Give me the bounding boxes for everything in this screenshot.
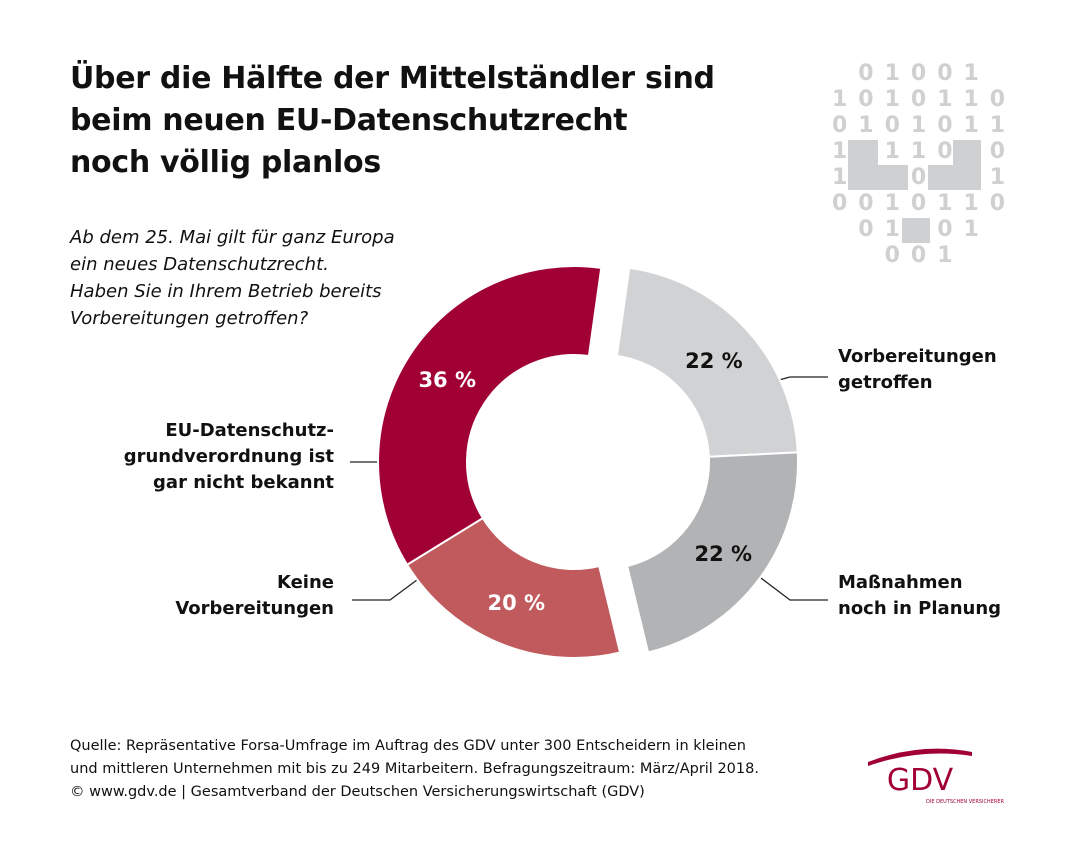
digit: 0 xyxy=(990,139,1005,164)
category-line: EU-Datenschutz- xyxy=(165,420,334,441)
digit: 1 xyxy=(964,87,979,112)
subtitle: Ab dem 25. Mai gilt für ganz Europa ein … xyxy=(70,227,395,329)
box xyxy=(928,165,981,190)
category-line: Keine xyxy=(277,572,334,593)
digit: 1 xyxy=(937,87,952,112)
digit: 1 xyxy=(937,191,952,216)
digit: 0 xyxy=(885,243,900,268)
value-label: 22 % xyxy=(695,542,753,566)
category-line: getroffen xyxy=(838,372,933,393)
title: Über die Hälfte der Mittelständler sind … xyxy=(70,61,715,180)
digit: 1 xyxy=(964,217,979,242)
digit: 1 xyxy=(885,139,900,164)
decoration-row: 1 0 1 xyxy=(832,165,1005,190)
digit: 0 xyxy=(832,113,847,138)
digit: 1 xyxy=(885,191,900,216)
logo-arc xyxy=(868,748,972,766)
digit: 0 xyxy=(937,113,952,138)
digit: 0 xyxy=(937,61,952,86)
leader-line xyxy=(352,573,426,601)
value-label: 22 % xyxy=(685,349,743,373)
category-line: noch in Planung xyxy=(838,598,1001,619)
digit: 1 xyxy=(885,217,900,242)
donut-segment xyxy=(615,266,799,458)
digit: 0 xyxy=(858,61,873,86)
digit: 0 xyxy=(911,87,926,112)
digit: 0 xyxy=(937,139,952,164)
digit: 1 xyxy=(832,87,847,112)
category-line: grundverordnung ist xyxy=(124,446,335,467)
box xyxy=(902,218,930,243)
digit: 1 xyxy=(990,165,1005,190)
digit: 0 xyxy=(937,217,952,242)
digit: 1 xyxy=(832,139,847,164)
digit: 1 xyxy=(911,139,926,164)
category-line: gar nicht bekannt xyxy=(153,472,334,493)
digit: 0 xyxy=(990,87,1005,112)
digit: 0 xyxy=(832,191,847,216)
decoration-boxes xyxy=(848,140,981,243)
donut-segment xyxy=(625,451,799,654)
digit: 1 xyxy=(832,165,847,190)
digit: 0 xyxy=(911,243,926,268)
digit: 1 xyxy=(964,191,979,216)
digit: 1 xyxy=(937,243,952,268)
category-label: Keine Vorbereitungen xyxy=(175,572,334,619)
logo: GDV xyxy=(887,763,954,798)
digit: 1 xyxy=(885,87,900,112)
digit: 0 xyxy=(858,217,873,242)
category-line: Vorbereitungen xyxy=(838,346,997,367)
category-label: EU-Datenschutz-grundverordnung ist gar ni… xyxy=(124,420,335,493)
digit: 0 xyxy=(911,61,926,86)
category-line: Vorbereitungen xyxy=(175,598,334,619)
digit: 1 xyxy=(964,61,979,86)
digit: 0 xyxy=(990,191,1005,216)
category-label: Vorbereitungen getroffen xyxy=(838,346,997,393)
digit: 0 xyxy=(885,113,900,138)
category-label: Maßnahmen noch in Planung xyxy=(838,572,1001,619)
digit: 0 xyxy=(911,191,926,216)
value-label: 36 % xyxy=(418,368,476,392)
digit: 1 xyxy=(964,113,979,138)
category-line: Maßnahmen xyxy=(838,572,963,593)
digit: 1 xyxy=(885,61,900,86)
logo-tagline: DIE DEUTSCHEN VERSICHERER xyxy=(926,799,1004,805)
donut-segment xyxy=(377,265,603,567)
digit: 0 xyxy=(858,87,873,112)
donut-segment xyxy=(405,516,622,659)
digit: 0 xyxy=(911,165,926,190)
value-label: 20 % xyxy=(487,591,545,615)
digit: 0 xyxy=(858,191,873,216)
digit: 1 xyxy=(911,113,926,138)
digit: 1 xyxy=(858,113,873,138)
source: Quelle: Repräsentative Forsa-Umfrage im … xyxy=(70,738,759,800)
digit: 1 xyxy=(990,113,1005,138)
box xyxy=(848,165,908,190)
